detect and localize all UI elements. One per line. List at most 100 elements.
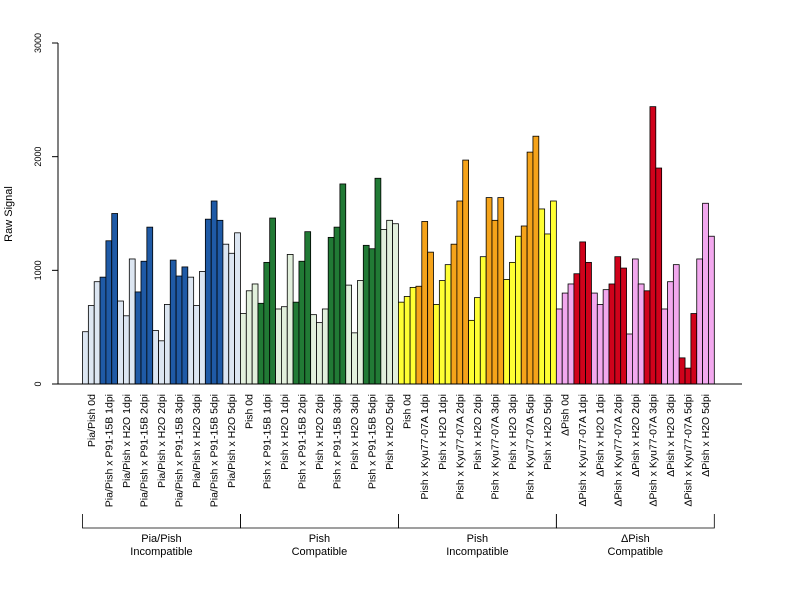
- bar: [82, 331, 89, 385]
- x-tick-label: Pish x H2O 2dpi: [472, 394, 484, 470]
- x-tick-label: Pish 0d: [244, 394, 256, 429]
- bar: [187, 276, 195, 385]
- group-label: Pish Incompatible: [446, 533, 508, 558]
- bar: [468, 319, 475, 385]
- bar: [690, 313, 698, 385]
- bar: [591, 292, 598, 385]
- bar: [240, 313, 247, 385]
- bar: [421, 221, 429, 385]
- x-tick-label: Pish x P91-15B 2dpi: [296, 394, 308, 489]
- bar: [450, 243, 458, 385]
- y-axis: 0 1000 2000 3000: [33, 33, 59, 387]
- bar: [544, 233, 551, 385]
- bar: [503, 279, 510, 385]
- bar: [128, 258, 136, 385]
- x-tick-labels: Pia/Pish 0d Pia/Pish x P91-15B 1dpi Pia/Pi…: [86, 394, 712, 507]
- bar: [193, 305, 200, 385]
- x-tick-label: ΔPish x H2O 1dpi: [595, 394, 607, 477]
- x-tick-label: ΔPish x Kyu77-07A 1dpi: [577, 394, 589, 507]
- x-tick-label: Pish x H2O 3dpi: [349, 394, 361, 470]
- bar: [655, 167, 663, 385]
- bar: [579, 241, 586, 385]
- x-tick-label: ΔPish x Kyu77-07A 5dpi: [682, 394, 694, 507]
- bar: [596, 304, 604, 385]
- group-label: ΔPish Compatible: [608, 533, 664, 558]
- group-bracket: [555, 514, 715, 529]
- bar: [462, 159, 469, 385]
- bar: [374, 177, 382, 385]
- group-label: Pia/Pish Incompatible: [130, 533, 192, 558]
- x-tick-label: Pia/Pish x H2O 2dpi: [156, 394, 168, 488]
- bar: [181, 266, 189, 385]
- bar: [163, 304, 171, 385]
- bar: [538, 208, 546, 385]
- bar: [105, 240, 113, 385]
- bar: [216, 219, 224, 385]
- y-axis-label: Raw Signal: [3, 186, 15, 242]
- bar: [602, 289, 610, 385]
- bar: [286, 254, 294, 385]
- bar: [643, 290, 651, 385]
- bar: [210, 200, 218, 385]
- bar: [608, 283, 616, 385]
- x-tick-label: Pia/Pish x P91-15B 2dpi: [138, 394, 150, 507]
- bar: [637, 283, 645, 385]
- bar: [403, 296, 411, 385]
- x-tick-label: Pia/Pish x P91-15B 3dpi: [174, 394, 186, 507]
- bar: [257, 302, 265, 385]
- x-tick-label: Pia/Pish x P91-15B 5dpi: [209, 394, 221, 507]
- x-tick-label: ΔPish x H2O 2dpi: [630, 394, 642, 477]
- x-tick-label: Pish x H2O 5dpi: [542, 394, 554, 470]
- bar: [380, 229, 388, 385]
- bar: [222, 243, 230, 385]
- bar: [310, 314, 317, 385]
- y-tick-label: 2000: [33, 147, 43, 167]
- bar: [152, 330, 159, 385]
- bar: [479, 256, 487, 385]
- x-tick-label: Pish 0d: [402, 394, 414, 429]
- bar: [632, 258, 639, 385]
- bar: [626, 333, 633, 385]
- bar: [87, 305, 95, 385]
- bar: [573, 273, 581, 385]
- bar: [275, 308, 282, 385]
- bar: [433, 304, 440, 385]
- bar: [339, 183, 347, 385]
- bar: [661, 308, 668, 385]
- bar: [327, 236, 335, 385]
- bar: [397, 301, 405, 385]
- bar: [368, 248, 376, 385]
- bar: [158, 340, 165, 385]
- bar: [263, 261, 271, 385]
- bar: [649, 106, 657, 385]
- bar: [304, 231, 312, 385]
- bar: [99, 276, 107, 385]
- x-tick-label: Pish x H2O 2dpi: [314, 394, 326, 470]
- x-tick-label: Pish x H2O 1dpi: [437, 394, 449, 470]
- bar: [316, 322, 323, 385]
- bar: [111, 213, 118, 385]
- bar: [550, 200, 557, 385]
- bar: [672, 264, 680, 385]
- y-tick-label: 3000: [33, 33, 43, 53]
- x-tick-label: Pia/Pish x H2O 3dpi: [191, 394, 203, 488]
- x-tick-label: ΔPish x H2O 3dpi: [665, 394, 677, 477]
- bar: [620, 267, 627, 385]
- group-bracket: [82, 514, 241, 529]
- bar: [298, 260, 306, 385]
- bar: [491, 219, 499, 385]
- x-tick-label: ΔPish x H2O 5dpi: [700, 394, 712, 477]
- bar: [362, 244, 370, 385]
- group-bracket: [240, 514, 399, 529]
- bar: [678, 357, 686, 385]
- bar: [684, 367, 692, 385]
- x-tick-label: Pish x H2O 3dpi: [507, 394, 519, 470]
- bar: [444, 264, 452, 385]
- bar: [614, 256, 622, 385]
- x-tick-label: Pish x P91-15B 3dpi: [331, 394, 343, 489]
- x-tick-label: Pia/Pish x P91-15B 1dpi: [103, 394, 115, 507]
- x-tick-label: ΔPish 0d: [560, 394, 572, 436]
- bar: [269, 217, 276, 385]
- bar: [140, 260, 148, 385]
